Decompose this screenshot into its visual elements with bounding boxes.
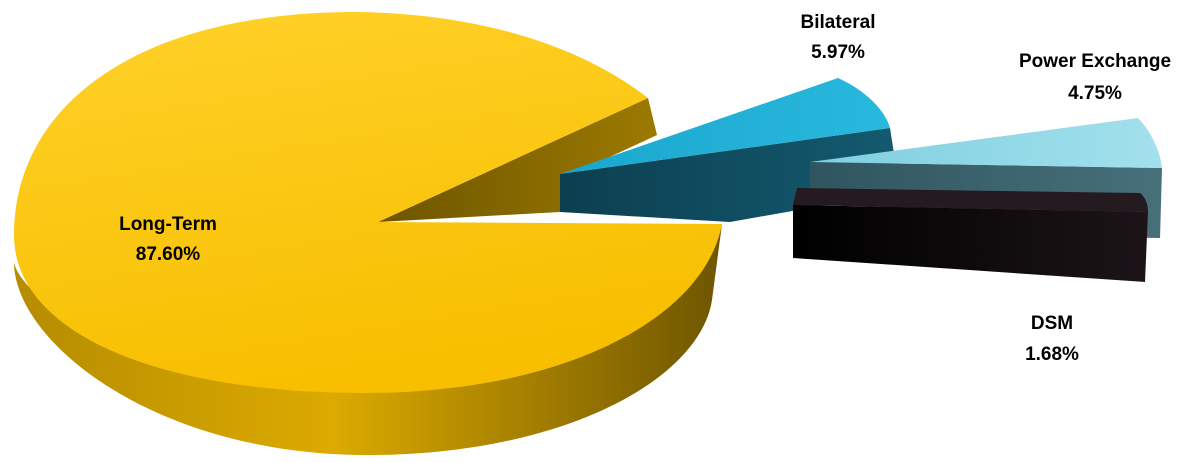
label-bilateral-value: 5.97%	[811, 42, 865, 63]
pie-slice-long-term	[14, 12, 722, 456]
label-dsm-name: DSM	[1031, 313, 1073, 334]
label-dsm-value: 1.68%	[1025, 344, 1079, 365]
label-power-exchange-name: Power Exchange	[1019, 51, 1171, 72]
label-bilateral-name: Bilateral	[801, 12, 876, 33]
label-long-term-name: Long-Term	[119, 214, 217, 235]
pie-slice-dsm	[793, 188, 1148, 282]
label-long-term-value: 87.60%	[136, 244, 201, 265]
label-power-exchange-value: 4.75%	[1068, 83, 1122, 104]
